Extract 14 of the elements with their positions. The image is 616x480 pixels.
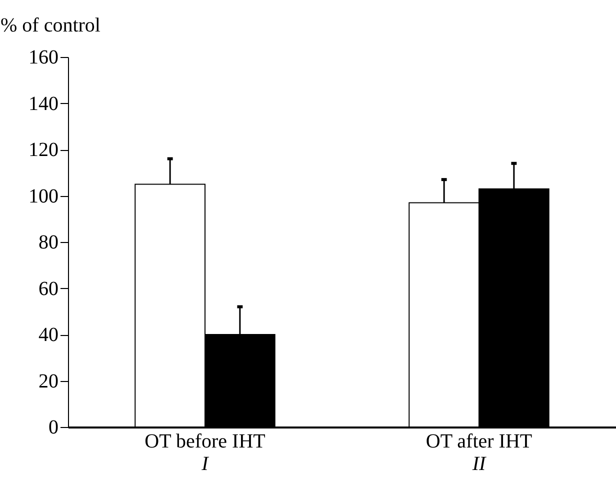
x-tick-label: OT after IHT bbox=[426, 430, 532, 452]
y-tick-label: 140 bbox=[28, 92, 58, 115]
y-tick-label: 100 bbox=[28, 185, 58, 208]
y-tick-label: 40 bbox=[38, 324, 58, 346]
y-tick-label: 80 bbox=[38, 232, 58, 254]
y-axis-title: % of control bbox=[0, 14, 101, 36]
x-tick-label: OT before IHT bbox=[144, 430, 266, 452]
y-tick-label: 20 bbox=[38, 370, 58, 392]
text: I bbox=[200, 453, 210, 475]
y-tick-label: 120 bbox=[28, 139, 58, 161]
text: II bbox=[471, 453, 487, 475]
y-tick-label: 60 bbox=[38, 278, 58, 300]
y-tick-label: 160 bbox=[28, 46, 58, 68]
y-tick-label: 0 bbox=[48, 416, 58, 438]
